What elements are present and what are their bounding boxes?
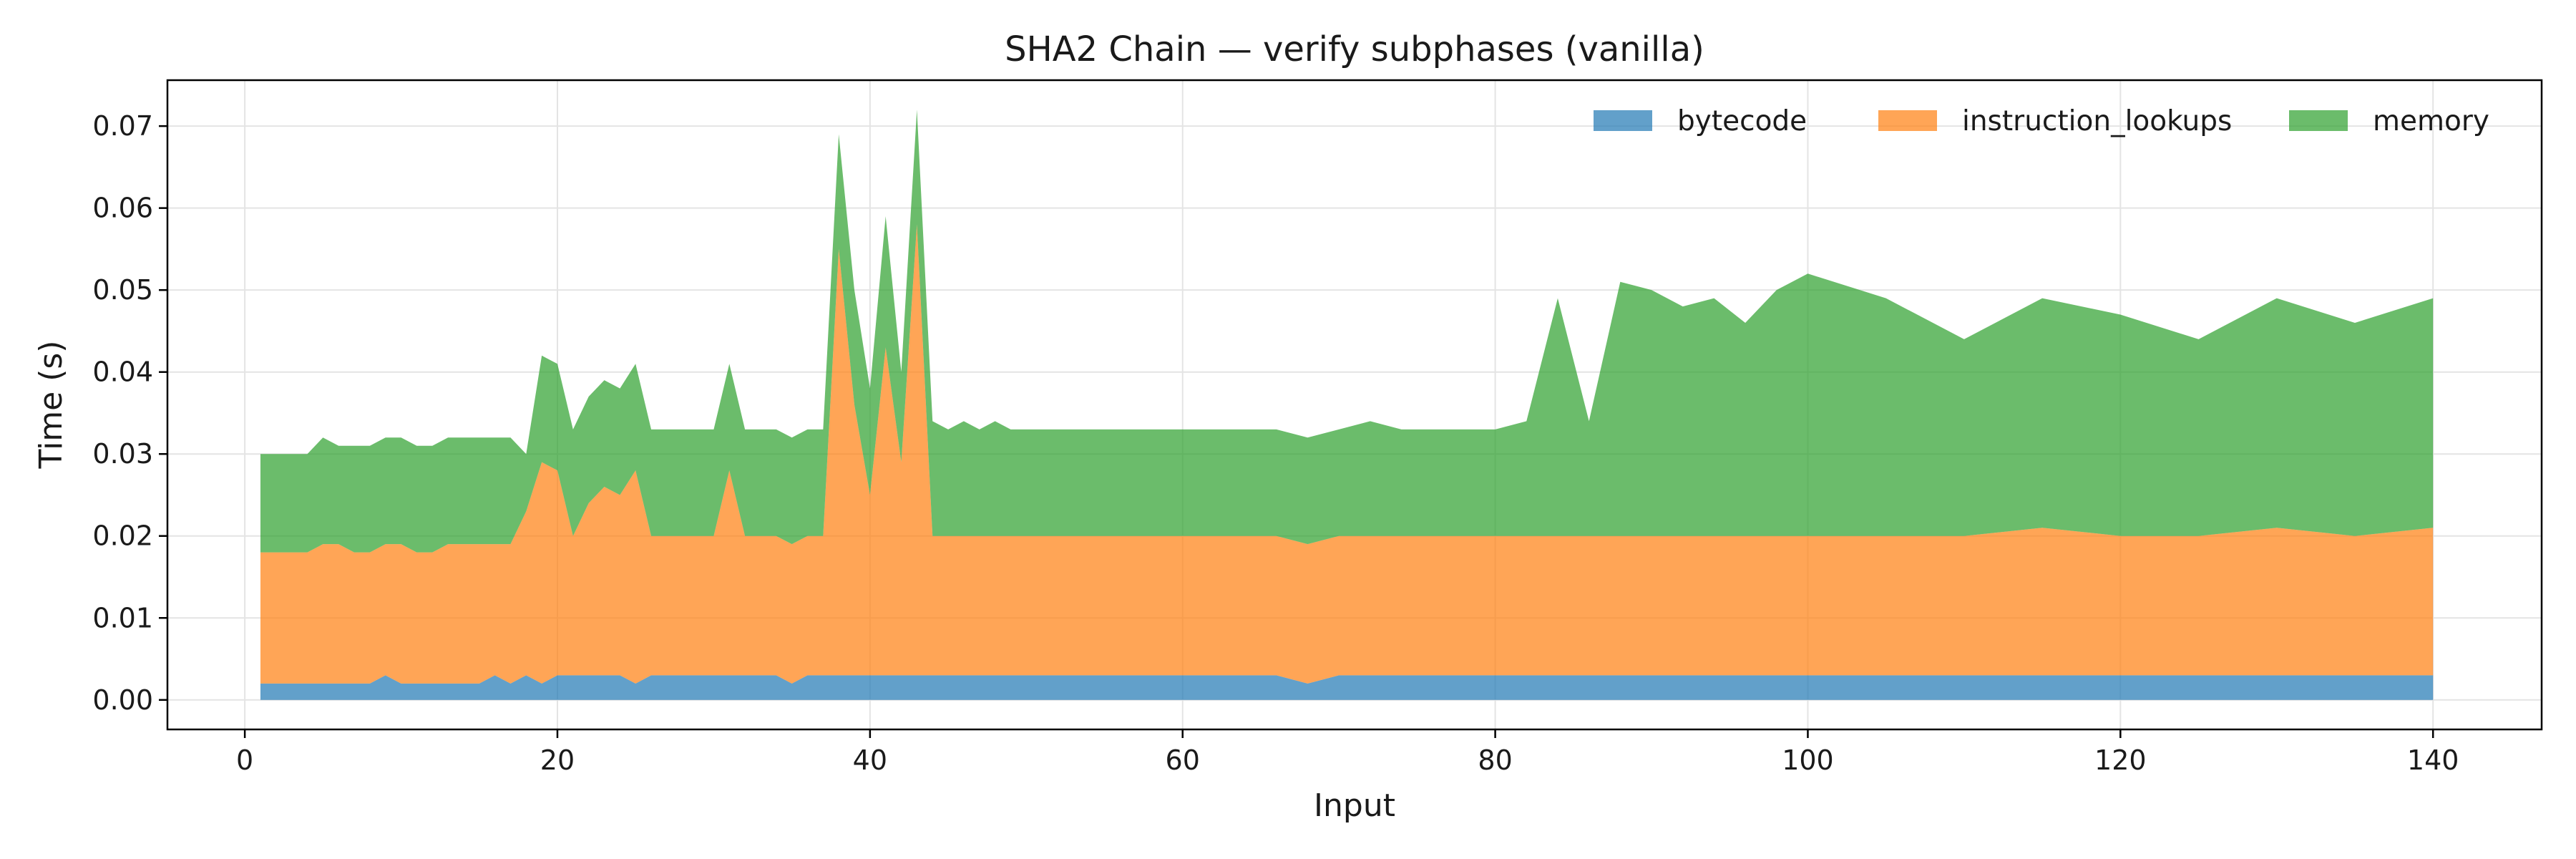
area-memory [260,110,2434,553]
legend-item-instruction-lookups: instruction_lookups [1878,105,2232,137]
area-instruction-lookups [260,224,2434,684]
legend-item-memory: memory [2289,105,2489,137]
x-axis-ticks: 0 20 40 60 80 100 120 140 [236,729,2459,776]
legend: bytecode instruction_lookups memory [1594,105,2489,137]
y-tick-label: 0.06 [92,193,153,224]
x-tick-label: 0 [236,744,253,776]
series-areas [260,110,2434,700]
y-axis-title: Time (s) [33,341,69,470]
plot-frame [166,79,2543,731]
x-tick-label: 80 [1478,744,1512,776]
x-tick-label: 100 [1782,744,1834,776]
y-tick-label: 0.00 [92,684,153,716]
x-tick-label: 120 [2094,744,2147,776]
x-axis-title: Input [1314,787,1395,824]
y-tick-label: 0.02 [92,520,153,552]
y-tick-label: 0.03 [92,438,153,470]
legend-label: memory [2373,105,2489,137]
x-tick-label: 140 [2407,744,2459,776]
legend-swatch [2289,110,2348,131]
legend-item-bytecode: bytecode [1594,105,1807,137]
x-tick-label: 40 [853,744,887,776]
legend-label: instruction_lookups [1962,105,2232,137]
x-tick-label: 60 [1166,744,1200,776]
area-bytecode [260,675,2434,700]
x-tick-label: 20 [540,744,575,776]
chart-title: SHA2 Chain — verify subphases (vanilla) [1005,29,1704,69]
legend-swatch [1594,110,1652,131]
y-tick-label: 0.05 [92,274,153,306]
y-axis-ticks: 0.00 0.01 0.02 0.03 0.04 0.05 0.06 0.07 [92,110,167,716]
y-tick-label: 0.01 [92,602,153,634]
y-tick-label: 0.04 [92,356,153,388]
legend-label: bytecode [1677,105,1807,137]
legend-swatch [1878,110,1937,131]
y-tick-label: 0.07 [92,110,153,142]
